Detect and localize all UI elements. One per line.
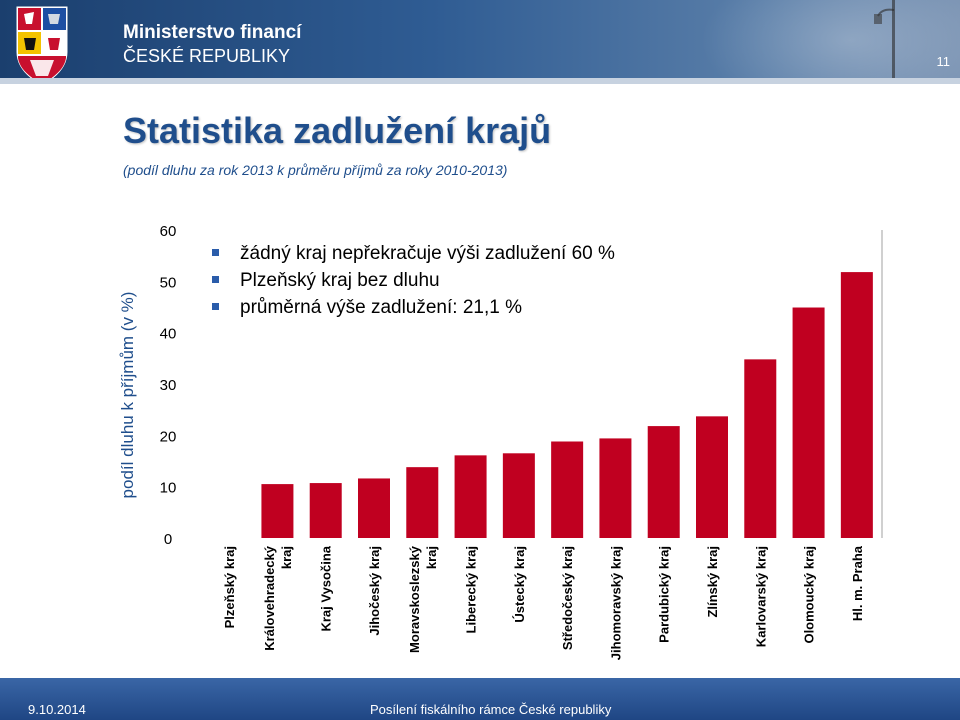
x-tick-label-line: Olomoucký kraj [802, 546, 817, 644]
x-tick-label-line: Karlovarský kraj [753, 546, 768, 647]
x-tick-label: Pardubický kraj [657, 546, 672, 643]
street-lamp-icon [874, 0, 895, 78]
bar [647, 426, 680, 538]
x-tick-label: Královehradecký kraj [262, 545, 294, 651]
x-tick-label: Karlovarský kraj [753, 546, 768, 647]
bullet-text: žádný kraj nepřekračuje výši zadlužení 6… [240, 243, 615, 264]
slide-title: Statistika zadlužení krajů [123, 110, 552, 151]
bar [454, 455, 487, 538]
footer-date: 9.10.2014 [28, 702, 86, 717]
y-axis-ticks: 0 10 20 30 40 50 60 [160, 223, 177, 548]
x-tick-label: Plzeňský kraj [222, 546, 237, 628]
x-tick-label: Liberecký kraj [464, 546, 479, 633]
bar [309, 483, 342, 538]
bullet-item: žádný kraj nepřekračuje výši zadlužení 6… [210, 240, 615, 267]
bar [599, 438, 632, 538]
x-tick-label-line: Kraj Vysočina [319, 545, 334, 631]
x-tick-label-line: Liberecký kraj [464, 546, 479, 633]
y-axis-label: podíl dluhu k příjmům (v %) [118, 292, 137, 499]
x-tick-label-line: Středočeský kraj [560, 546, 575, 650]
x-tick-label: Hl. m. Praha [850, 545, 865, 621]
bar [406, 467, 439, 538]
x-tick-label-line: Jihočeský kraj [367, 546, 382, 636]
x-tick-label-line: Hl. m. Praha [850, 545, 865, 621]
bullet-list: žádný kraj nepřekračuje výši zadlužení 6… [210, 240, 625, 321]
x-tick-label: Kraj Vysočina [319, 545, 334, 631]
bar [502, 453, 535, 538]
bar [840, 272, 873, 538]
bullet-text: průměrná výše zadlužení: 21,1 % [240, 297, 522, 318]
x-tick-label-line: Jihomoravský kraj [608, 546, 623, 660]
bar [744, 359, 777, 538]
footer-bar: 9.10.2014 Posílení fiskálního rámce Česk… [0, 678, 960, 720]
bullet-square-icon [212, 249, 219, 256]
x-tick-label: Zlínský kraj [705, 546, 720, 618]
y-tick-label: 10 [160, 480, 177, 497]
x-tick-label-line: kraj [279, 546, 294, 569]
x-tick-label-line: Ústecký kraj [512, 546, 527, 623]
footer-caption: Posílení fiskálního rámce České republik… [370, 702, 612, 717]
y-tick-label: 20 [160, 428, 177, 445]
page-number: 11 [936, 54, 951, 69]
x-tick-label: Jihočeský kraj [367, 546, 382, 636]
x-tick-label-line: Zlínský kraj [705, 546, 720, 618]
slide-subtitle: (podíl dluhu za rok 2013 k průměru příjm… [123, 162, 508, 178]
x-tick-label-line: Moravskoslezský [407, 545, 422, 653]
x-tick-label-line: Plzeňský kraj [222, 546, 237, 628]
x-tick-label: Středočeský kraj [560, 546, 575, 650]
x-tick-label-line: kraj [424, 546, 439, 569]
y-tick-label: 50 [160, 274, 177, 291]
bullet-square-icon [212, 276, 219, 283]
bullet-square-icon [212, 303, 219, 310]
bar [358, 478, 390, 538]
x-tick-label: Ústecký kraj [512, 546, 527, 623]
x-tick-label: Jihomoravský kraj [608, 546, 623, 660]
bullet-text: Plzeňský kraj bez dluhu [240, 270, 440, 291]
state-emblem-icon [15, 5, 69, 78]
x-axis-labels: Plzeňský kraj Královehradecký kraj Kraj Vys… [222, 545, 865, 660]
bar [792, 307, 825, 538]
bar [696, 416, 728, 538]
bullet-item: průměrná výše zadlužení: 21,1 % [210, 294, 615, 321]
x-tick-label-line: Pardubický kraj [657, 546, 672, 643]
header-bar: Ministerstvo financí ČESKÉ REPUBLIKY 11 [0, 0, 960, 78]
y-tick-label: 60 [160, 223, 177, 240]
ministry-country: ČESKÉ REPUBLIKY [123, 46, 291, 66]
y-tick-label: 40 [160, 326, 177, 343]
header-separator [0, 78, 960, 84]
bullet-item: Plzeňský kraj bez dluhu [210, 267, 615, 294]
bar [551, 441, 584, 538]
bar [261, 484, 294, 538]
bars-group [261, 272, 873, 538]
y-tick-label: 0 [164, 531, 172, 548]
x-tick-label: Moravskoslezský kraj [407, 545, 439, 653]
x-tick-label: Olomoucký kraj [802, 546, 817, 644]
x-tick-label-line: Královehradecký [262, 545, 277, 651]
ministry-name: Ministerstvo financí [123, 22, 302, 43]
y-tick-label: 30 [160, 377, 177, 394]
header-glow [700, 0, 960, 78]
